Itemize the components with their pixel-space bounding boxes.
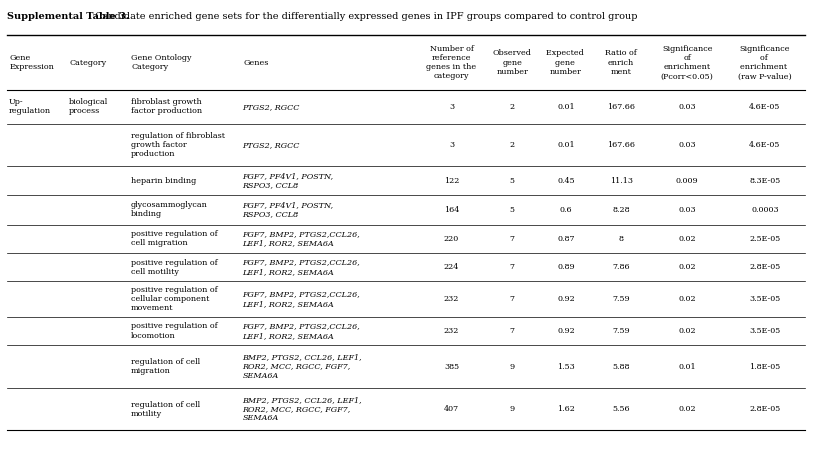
- Text: 5.56: 5.56: [612, 405, 630, 413]
- Text: 2: 2: [509, 141, 515, 149]
- Text: 3.5E-05: 3.5E-05: [749, 295, 781, 303]
- Text: 1.8E-05: 1.8E-05: [749, 363, 781, 370]
- Text: 1.62: 1.62: [557, 405, 575, 413]
- Text: 224: 224: [444, 263, 459, 271]
- Text: Ratio of
enrich
ment: Ratio of enrich ment: [605, 50, 637, 76]
- Text: FGF7, PF4V1, POSTN,
RSPO3, CCL8: FGF7, PF4V1, POSTN, RSPO3, CCL8: [242, 201, 333, 219]
- Text: 9: 9: [509, 405, 515, 413]
- Text: 0.02: 0.02: [678, 263, 696, 271]
- Text: 7: 7: [509, 263, 515, 271]
- Text: Gene Ontology
Category: Gene Ontology Category: [131, 54, 192, 71]
- Text: 167.66: 167.66: [607, 141, 635, 149]
- Text: Up-
regulation: Up- regulation: [9, 98, 51, 115]
- Text: 0.87: 0.87: [557, 235, 575, 243]
- Text: Gene
Expression: Gene Expression: [10, 54, 55, 71]
- Text: 2.5E-05: 2.5E-05: [749, 235, 781, 243]
- Text: 8.28: 8.28: [612, 206, 630, 214]
- Text: 7: 7: [509, 235, 515, 243]
- Text: 5.88: 5.88: [612, 363, 630, 370]
- Text: positive regulation of
cell migration: positive regulation of cell migration: [131, 230, 218, 247]
- Text: 9: 9: [509, 363, 515, 370]
- Text: 232: 232: [444, 295, 459, 303]
- Text: Category: Category: [69, 59, 107, 67]
- Text: 0.45: 0.45: [557, 177, 575, 184]
- Text: 2: 2: [509, 103, 515, 111]
- Text: PTGS2, RGCC: PTGS2, RGCC: [242, 103, 299, 111]
- Text: Number of
reference
genes in the
category: Number of reference genes in the categor…: [427, 45, 476, 80]
- Text: 4.6E-05: 4.6E-05: [749, 103, 781, 111]
- Text: 0.02: 0.02: [678, 405, 696, 413]
- Text: 0.01: 0.01: [678, 363, 696, 370]
- Text: 0.01: 0.01: [557, 141, 575, 149]
- Text: FGF7, BMP2, PTGS2,CCL26,
LEF1, ROR2, SEMA6A: FGF7, BMP2, PTGS2,CCL26, LEF1, ROR2, SEM…: [242, 290, 360, 308]
- Text: 0.03: 0.03: [678, 141, 696, 149]
- Text: 0.92: 0.92: [557, 327, 575, 335]
- Text: Expected 
gene 
number: Expected gene number: [546, 50, 586, 76]
- Text: FGF7, BMP2, PTGS2,CCL26,
LEF1, ROR2, SEMA6A: FGF7, BMP2, PTGS2,CCL26, LEF1, ROR2, SEM…: [242, 230, 360, 247]
- Text: 4.6E-05: 4.6E-05: [749, 141, 781, 149]
- Text: 220: 220: [444, 235, 459, 243]
- Text: BMP2, PTGS2, CCL26, LEF1,
ROR2, MCC, RGCC, FGF7,
SEMA6A: BMP2, PTGS2, CCL26, LEF1, ROR2, MCC, RGC…: [242, 353, 362, 380]
- Text: 1.53: 1.53: [557, 363, 575, 370]
- Text: 8.3E-05: 8.3E-05: [749, 177, 781, 184]
- Text: 3: 3: [449, 103, 454, 111]
- Text: 7: 7: [509, 295, 515, 303]
- Text: 2.8E-05: 2.8E-05: [749, 405, 781, 413]
- Text: 122: 122: [444, 177, 459, 184]
- Text: 0.6: 0.6: [560, 206, 572, 214]
- Text: 0.89: 0.89: [557, 263, 575, 271]
- Text: fibroblast growth
factor production: fibroblast growth factor production: [131, 98, 202, 115]
- Text: heparin binding: heparin binding: [131, 177, 196, 184]
- Text: 2.8E-05: 2.8E-05: [749, 263, 781, 271]
- Text: 385: 385: [444, 363, 459, 370]
- Text: regulation of cell
migration: regulation of cell migration: [131, 358, 200, 375]
- Text: FGF7, BMP2, PTGS2,CCL26,
LEF1, ROR2, SEMA6A: FGF7, BMP2, PTGS2,CCL26, LEF1, ROR2, SEM…: [242, 259, 360, 276]
- Text: 5: 5: [509, 177, 515, 184]
- Text: 167.66: 167.66: [607, 103, 635, 111]
- Text: Significance
of
enrichment
(Pcorr<0.05): Significance of enrichment (Pcorr<0.05): [661, 45, 714, 80]
- Text: Genes: Genes: [243, 59, 269, 67]
- Text: 7.59: 7.59: [612, 295, 630, 303]
- Text: 0.009: 0.009: [676, 177, 699, 184]
- Text: 0.92: 0.92: [557, 295, 575, 303]
- Text: BMP2, PTGS2, CCL26, LEF1,
ROR2, MCC, RGCC, FGF7,
SEMA6A: BMP2, PTGS2, CCL26, LEF1, ROR2, MCC, RGC…: [242, 396, 362, 422]
- Text: 7: 7: [509, 327, 515, 335]
- Text: 0.02: 0.02: [678, 327, 696, 335]
- Text: 232: 232: [444, 327, 459, 335]
- Text: 0.01: 0.01: [557, 103, 575, 111]
- Text: Supplemental Table 3.: Supplemental Table 3.: [7, 12, 129, 21]
- Text: 0.02: 0.02: [678, 235, 696, 243]
- Text: Candidate enriched gene sets for the differentially expressed genes in IPF group: Candidate enriched gene sets for the dif…: [92, 12, 637, 21]
- Text: 0.03: 0.03: [678, 206, 696, 214]
- Text: biological
process: biological process: [69, 98, 108, 115]
- Text: 0.02: 0.02: [678, 295, 696, 303]
- Text: FGF7, BMP2, PTGS2,CCL26,
LEF1, ROR2, SEMA6A: FGF7, BMP2, PTGS2,CCL26, LEF1, ROR2, SEM…: [242, 323, 360, 340]
- Text: 5: 5: [509, 206, 515, 214]
- Text: positive regulation of
locomotion: positive regulation of locomotion: [131, 323, 218, 340]
- Text: 7.59: 7.59: [612, 327, 630, 335]
- Text: 407: 407: [444, 405, 459, 413]
- Text: FGF7, PF4V1, POSTN,
RSPO3, CCL8: FGF7, PF4V1, POSTN, RSPO3, CCL8: [242, 172, 333, 189]
- Text: positive regulation of
cellular component
movement: positive regulation of cellular componen…: [131, 286, 218, 312]
- Text: 0.0003: 0.0003: [751, 206, 779, 214]
- Text: 164: 164: [444, 206, 459, 214]
- Text: 8: 8: [619, 235, 624, 243]
- Text: Observed
gene
number: Observed gene number: [493, 50, 532, 76]
- Text: glycosammoglycan
binding: glycosammoglycan binding: [131, 201, 208, 219]
- Text: 0.03: 0.03: [678, 103, 696, 111]
- Text: regulation of cell
motility: regulation of cell motility: [131, 401, 200, 418]
- Text: 3.5E-05: 3.5E-05: [749, 327, 781, 335]
- Text: 3: 3: [449, 141, 454, 149]
- Text: PTGS2, RGCC: PTGS2, RGCC: [242, 141, 299, 149]
- Text: regulation of fibroblast
growth factor
production: regulation of fibroblast growth factor p…: [131, 132, 225, 158]
- Text: positive regulation of
cell motility: positive regulation of cell motility: [131, 259, 218, 276]
- Text: 7.86: 7.86: [612, 263, 630, 271]
- Text: 11.13: 11.13: [609, 177, 633, 184]
- Text: Significance
of 
enrichment 
(raw P-value): Significance of enrichment (raw P-value): [739, 45, 791, 80]
